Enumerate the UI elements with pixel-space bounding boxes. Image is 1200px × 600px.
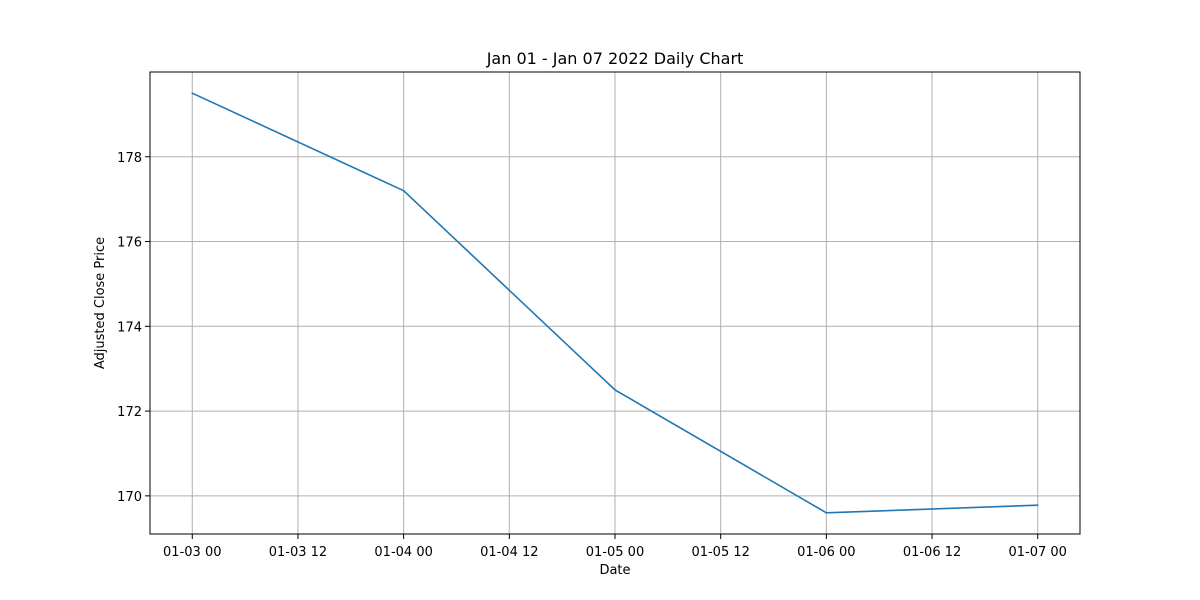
y-tick-label: 178 bbox=[117, 151, 142, 166]
x-tick-label: 01-04 12 bbox=[480, 545, 538, 560]
data-point bbox=[1036, 504, 1039, 506]
x-tick-label: 01-07 00 bbox=[1009, 545, 1067, 560]
y-tick-label: 174 bbox=[117, 320, 142, 335]
x-axis-label: Date bbox=[599, 563, 630, 578]
series-layer bbox=[191, 92, 1039, 514]
x-tick-label: 01-06 00 bbox=[797, 545, 855, 560]
x-tick-label: 01-05 00 bbox=[586, 545, 644, 560]
data-point bbox=[614, 389, 616, 391]
grid bbox=[150, 72, 1080, 534]
x-tick-label: 01-06 12 bbox=[903, 545, 961, 560]
x-tick-label: 01-03 12 bbox=[269, 545, 327, 560]
chart-title: Jan 01 - Jan 07 2022 Daily Chart bbox=[486, 49, 744, 68]
y-axis-ticks: 170 172 174 176 178 bbox=[117, 151, 150, 505]
y-tick-label: 172 bbox=[117, 405, 142, 420]
data-point bbox=[402, 189, 405, 192]
x-axis-ticks: 01-03 00 01-03 12 01-04 00 01-04 12 01-05 00… bbox=[163, 534, 1067, 560]
data-point bbox=[825, 512, 828, 514]
x-tick-label: 01-04 00 bbox=[374, 545, 432, 560]
y-tick-label: 176 bbox=[117, 236, 142, 251]
x-tick-label: 01-03 00 bbox=[163, 545, 221, 560]
y-axis-label: Adjusted Close Price bbox=[93, 237, 108, 369]
x-tick-label: 01-05 12 bbox=[691, 545, 749, 560]
y-tick-label: 170 bbox=[117, 490, 142, 505]
data-point bbox=[191, 92, 194, 94]
